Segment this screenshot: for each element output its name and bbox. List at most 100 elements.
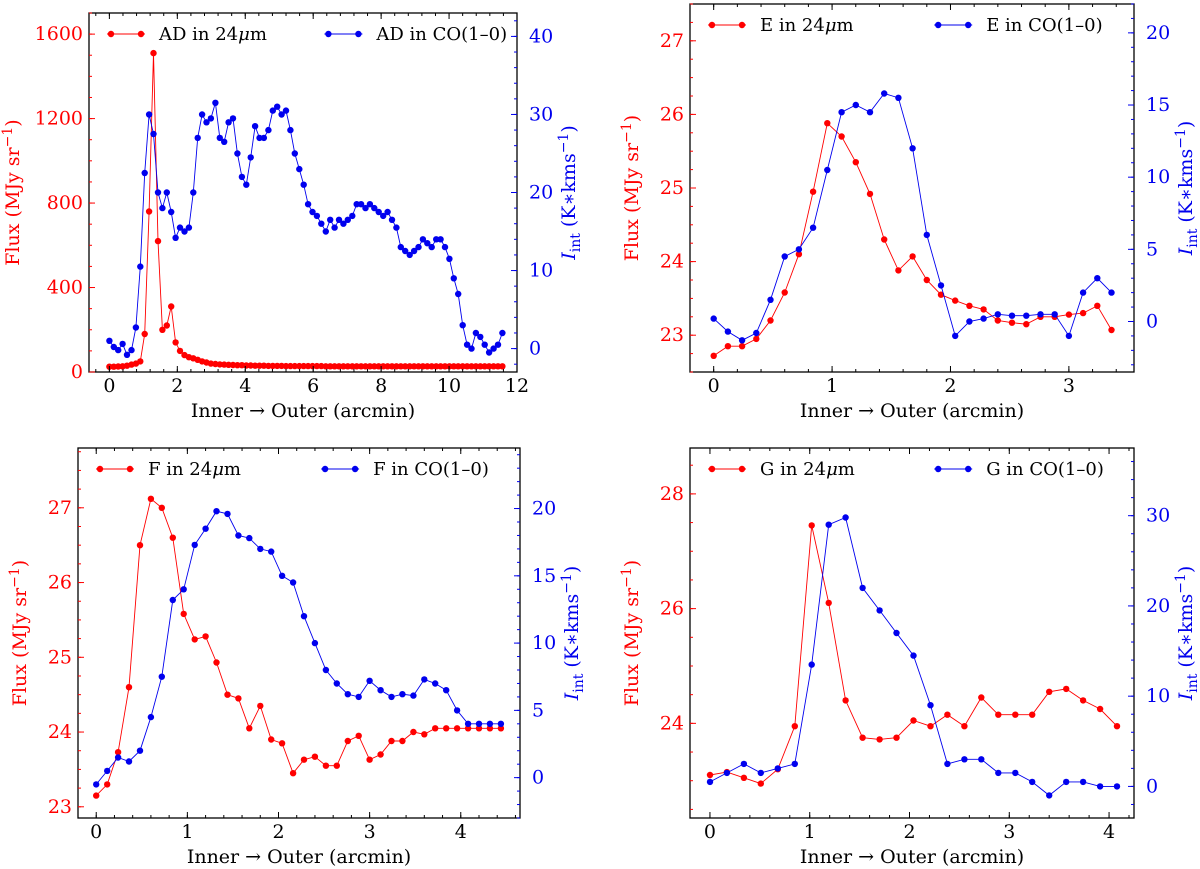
- data-point: [313, 212, 321, 220]
- data-point: [909, 253, 916, 260]
- y-left-axis-label: Flux (MJy sr−1): [619, 115, 643, 261]
- legend-marker: [96, 465, 104, 473]
- data-point: [141, 330, 148, 338]
- data-point: [191, 541, 198, 549]
- series-line-flux: [95, 497, 501, 796]
- data-point: [104, 781, 111, 788]
- data-point: [234, 150, 241, 157]
- data-point: [311, 753, 319, 760]
- data-point: [433, 363, 440, 370]
- data-point: [1108, 326, 1115, 334]
- data-point: [1079, 697, 1087, 704]
- data-point: [497, 720, 505, 727]
- data-point: [402, 247, 409, 255]
- data-point: [952, 297, 959, 304]
- y-left-tick-label: 24: [660, 712, 684, 734]
- data-point: [808, 661, 815, 668]
- data-point: [340, 363, 347, 370]
- legend-marker: [738, 21, 746, 29]
- data-point: [388, 216, 396, 223]
- data-point: [289, 579, 297, 586]
- data-point: [190, 189, 197, 196]
- y-right-tick-label: 0: [529, 338, 541, 360]
- data-point: [464, 720, 472, 727]
- data-point: [927, 723, 934, 730]
- axes-frame: [689, 447, 1135, 819]
- data-point: [93, 781, 100, 788]
- y-right-tick-label: 15: [532, 565, 556, 587]
- legend-marker: [965, 465, 972, 473]
- data-point: [115, 346, 122, 354]
- data-point: [313, 362, 321, 370]
- data-point: [388, 737, 395, 745]
- data-point: [895, 94, 902, 102]
- data-point: [453, 725, 461, 732]
- data-point: [377, 751, 384, 758]
- data-point: [335, 216, 343, 223]
- data-point: [724, 343, 732, 350]
- data-point: [421, 676, 428, 683]
- data-point: [366, 363, 374, 370]
- y-right-tick-label: 5: [532, 699, 544, 721]
- data-point: [432, 725, 439, 732]
- data-point: [216, 134, 223, 142]
- data-point: [150, 130, 157, 138]
- data-point: [459, 363, 466, 370]
- data-point: [706, 778, 714, 786]
- data-point: [202, 525, 209, 532]
- data-point: [235, 532, 242, 539]
- data-point: [353, 363, 360, 370]
- data-point: [441, 363, 449, 370]
- data-point: [710, 352, 717, 359]
- x-tick-label: 3: [364, 821, 376, 843]
- series-line-co: [713, 92, 1112, 341]
- data-point: [344, 216, 351, 223]
- data-point: [842, 514, 849, 521]
- data-point: [781, 253, 788, 260]
- data-point: [388, 363, 396, 370]
- data-point: [809, 224, 817, 231]
- data-point: [909, 145, 916, 152]
- data-point: [327, 216, 334, 223]
- y-left-tick-label: 800: [47, 192, 83, 214]
- data-point: [859, 734, 866, 741]
- y-right-tick-label: 20: [529, 182, 553, 204]
- data-point: [481, 363, 488, 370]
- y-left-tick-label: 25: [660, 177, 684, 199]
- y-right-tick-label: 5: [1146, 238, 1158, 260]
- y-right-tick-label: 10: [532, 632, 556, 654]
- data-point: [224, 510, 231, 518]
- data-point: [994, 311, 1001, 318]
- data-point: [384, 363, 391, 370]
- data-point: [380, 212, 387, 220]
- data-point: [289, 770, 297, 777]
- legend-label-flux: E in 24μm: [760, 15, 854, 36]
- data-point: [246, 534, 253, 542]
- data-point: [723, 769, 731, 777]
- data-point: [437, 236, 444, 243]
- data-point: [1096, 783, 1104, 790]
- chart-panel-4: 0 1 2 3 4 24 26 28 0 10 20 30 Inner → Outer (arcmin)…: [619, 447, 1200, 868]
- data-point: [251, 362, 259, 369]
- y-right-tick-label: 0: [532, 767, 544, 789]
- axes-frame: [77, 447, 521, 819]
- y-right-axis-label: Iint (K∗kms−1): [556, 125, 584, 261]
- data-point: [402, 363, 409, 370]
- data-point: [371, 204, 378, 212]
- x-tick-label: 10: [437, 375, 461, 397]
- data-point: [781, 289, 788, 296]
- data-point: [740, 760, 748, 768]
- data-point: [767, 317, 774, 324]
- data-point: [980, 315, 987, 322]
- data-point: [322, 762, 330, 769]
- data-point: [106, 337, 113, 344]
- data-point: [795, 251, 803, 258]
- x-axis-label: Inner → Outer (arcmin): [191, 400, 415, 422]
- x-tick-label: 2: [944, 375, 956, 397]
- data-point: [300, 756, 308, 763]
- data-point: [419, 363, 427, 370]
- x-tick-label: 4: [1103, 821, 1115, 843]
- data-point: [397, 363, 404, 370]
- data-point: [344, 363, 351, 370]
